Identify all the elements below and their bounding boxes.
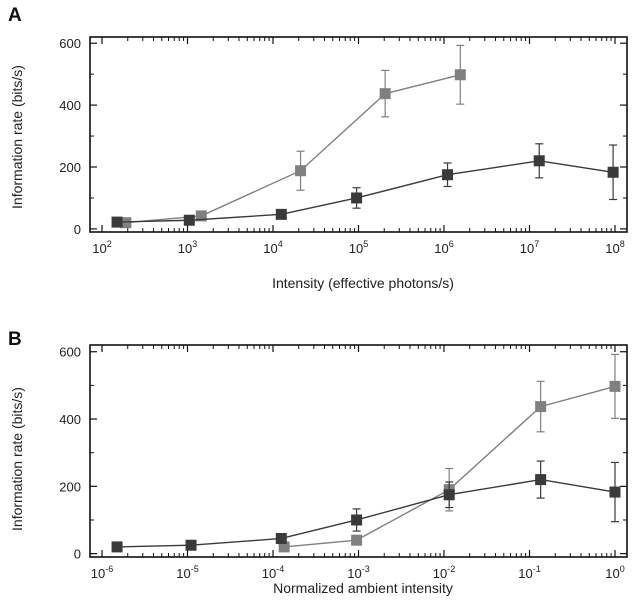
x-tick-exponent: 4: [278, 239, 283, 249]
x-tick-base: 10: [178, 241, 192, 256]
data-point-marker: [351, 192, 363, 204]
x-tick-exponent: 3: [192, 239, 197, 249]
x-tick-label: 10-1: [518, 564, 540, 581]
data-point-marker: [351, 534, 363, 546]
data-point-marker: [195, 210, 207, 222]
data-point-marker: [278, 541, 290, 553]
x-tick-base: 10: [518, 566, 532, 581]
x-tick-base: 10: [605, 566, 619, 581]
x-tick-base: 10: [605, 241, 619, 256]
x-tick-base: 10: [520, 241, 534, 256]
data-point-marker: [275, 532, 287, 544]
y-axis-label: Information rate (bits/s): [9, 65, 25, 209]
x-tick-exponent: 0: [620, 564, 625, 574]
data-point-marker: [183, 214, 195, 226]
x-tick-exponent: 7: [534, 239, 539, 249]
x-tick-exponent: -6: [105, 564, 113, 574]
x-tick-label: 10-2: [433, 564, 455, 581]
x-tick-base: 10: [347, 566, 361, 581]
x-tick-exponent: -2: [447, 564, 455, 574]
x-tick-label: 102: [92, 239, 111, 256]
x-tick-base: 10: [349, 241, 363, 256]
x-tick-base: 10: [263, 241, 277, 256]
data-point-marker: [111, 541, 123, 553]
x-tick-exponent: -3: [362, 564, 370, 574]
y-tick-label: 600: [59, 36, 81, 51]
x-tick-label: 107: [520, 239, 539, 256]
data-point-marker: [607, 166, 619, 178]
panel-b: B Information rate (bits/s) Normalized a…: [8, 329, 628, 596]
panel-letter: A: [8, 5, 22, 26]
data-point-marker: [442, 169, 454, 181]
x-tick-label: 108: [605, 239, 624, 256]
y-tick-label: 0: [74, 547, 81, 562]
x-tick-label: 103: [178, 239, 197, 256]
panel-a: A Information rate (bits/s) Intensity (e…: [8, 5, 628, 291]
x-tick-label: 10-4: [262, 564, 284, 581]
x-tick-base: 10: [92, 241, 106, 256]
y-tick-label: 200: [59, 479, 81, 494]
x-tick-exponent: 6: [449, 239, 454, 249]
data-point-marker: [609, 486, 621, 498]
x-tick-exponent: 2: [107, 239, 112, 249]
series-line: [125, 74, 461, 224]
y-axis-label: Information rate (bits/s): [9, 387, 25, 531]
x-tick-label: 10-5: [176, 564, 198, 581]
data-point-marker: [111, 216, 123, 228]
series-0: [111, 143, 619, 228]
x-tick-label: 105: [349, 239, 368, 256]
x-tick-exponent: -4: [276, 564, 284, 574]
x-tick-label: 106: [434, 239, 453, 256]
y-tick-label: 400: [59, 98, 81, 113]
y-tick-label: 600: [59, 345, 81, 360]
x-tick-base: 10: [176, 566, 190, 581]
data-point-marker: [185, 539, 197, 551]
data-point-marker: [533, 155, 545, 167]
data-point-marker: [295, 165, 307, 177]
y-tick-label: 200: [59, 160, 81, 175]
x-tick-label: 100: [605, 564, 624, 581]
x-tick-label: 104: [263, 239, 282, 256]
y-tick-label: 0: [74, 222, 81, 237]
x-tick-base: 10: [434, 241, 448, 256]
x-tick-base: 10: [433, 566, 447, 581]
x-tick-exponent: -5: [191, 564, 199, 574]
data-point-marker: [379, 88, 391, 100]
x-axis-label: Intensity (effective photons/s): [272, 275, 454, 291]
series-1: [120, 44, 466, 229]
x-tick-exponent: -1: [533, 564, 541, 574]
data-point-marker: [120, 217, 132, 229]
data-point-marker: [443, 489, 455, 501]
data-point-marker: [609, 380, 621, 392]
series-1: [278, 353, 621, 553]
panel-letter: B: [8, 329, 22, 350]
series-0: [111, 460, 621, 553]
x-tick-exponent: 5: [363, 239, 368, 249]
x-tick-exponent: 8: [620, 239, 625, 249]
series-line: [284, 385, 616, 548]
data-point-marker: [454, 69, 466, 81]
x-tick-label: 10-6: [91, 564, 113, 581]
data-point-marker: [275, 208, 287, 220]
x-axis-label: Normalized ambient intensity: [273, 580, 453, 596]
data-point-marker: [535, 474, 547, 486]
x-tick-label: 10-3: [347, 564, 369, 581]
data-point-marker: [535, 401, 547, 413]
x-tick-base: 10: [91, 566, 105, 581]
y-tick-label: 400: [59, 412, 81, 427]
data-point-marker: [351, 514, 363, 526]
x-tick-base: 10: [262, 566, 276, 581]
